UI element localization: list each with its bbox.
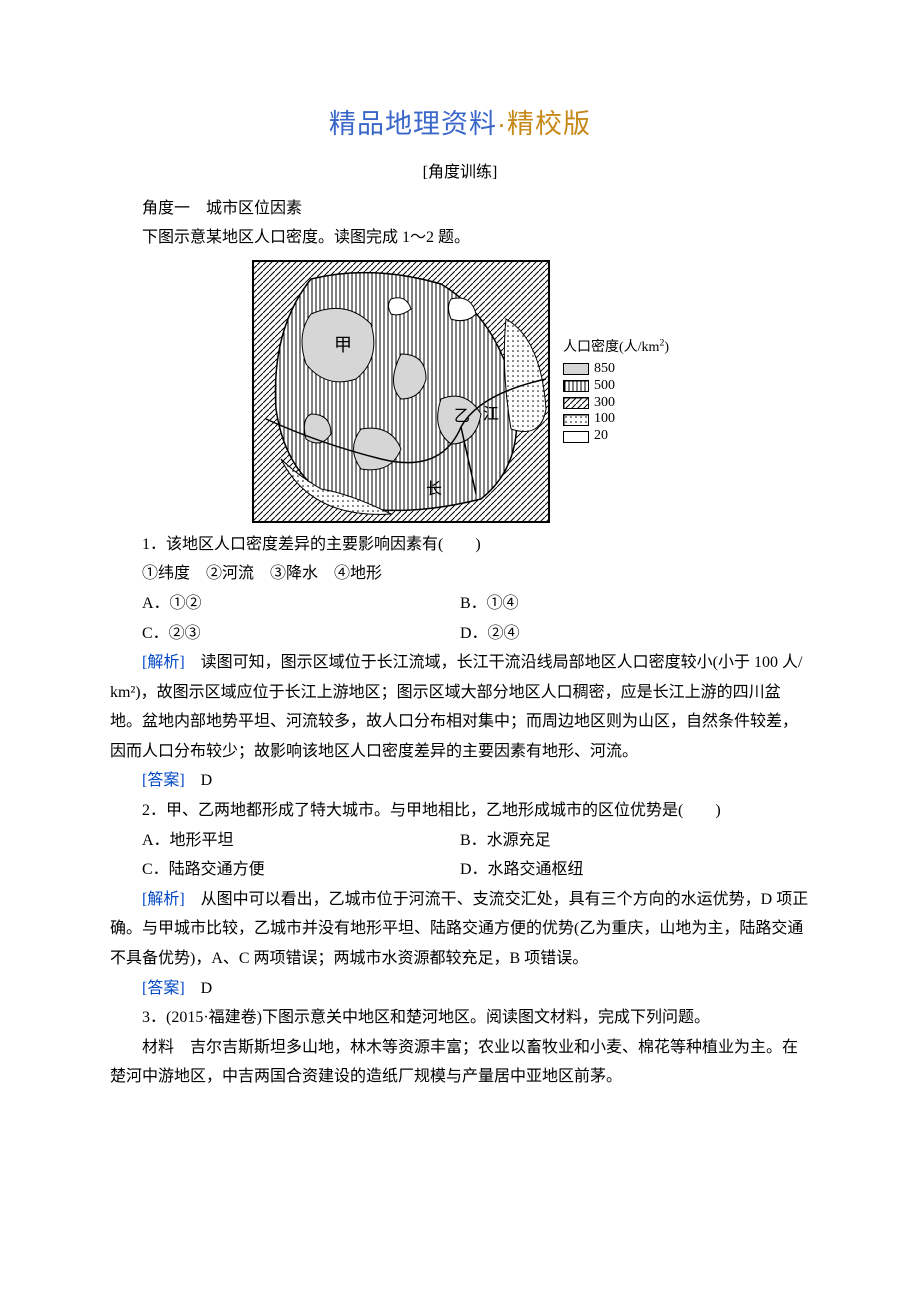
legend-swatch-icon [563,380,589,392]
legend-value: 20 [594,428,608,445]
map-label-jia: 甲 [334,335,352,355]
q1-option-row: C．②③ D．②④ [110,619,810,649]
q3-stem: 3．(2015·福建卷)下图示意关中地区和楚河地区。阅读图文材料，完成下列问题。 [110,1003,810,1033]
q2-option-d: D．水路交通枢纽 [460,855,810,885]
q1-option-c: C．②③ [110,619,460,649]
population-density-map: 甲 乙 江 长 [251,259,551,524]
q1-option-d: D．②④ [460,619,810,649]
figure: 甲 乙 江 长 人口密度(人/km2) 850 500 300 [110,259,810,524]
legend-title-text: 人口密度(人/km2) [563,340,669,355]
q2-answer: [答案] D [110,974,810,1004]
title-part-1: 精品地理资料 [329,109,497,139]
legend-swatch-icon [563,363,589,375]
q1-option-a: A．①② [110,589,460,619]
analysis-text: 读图可知，图示区域位于长江流域，长江干流沿线局部地区人口密度较小(小于 100 … [110,654,818,760]
answer-label: [答案] [142,772,185,789]
legend-item: 20 [563,428,669,445]
title-sep: · [497,109,507,139]
q2-option-row: C．陆路交通方便 D．水路交通枢纽 [110,855,810,885]
legend-swatch-icon [563,431,589,443]
q2-option-b: B．水源充足 [460,826,810,856]
q1-stem: 1．该地区人口密度差异的主要影响因素有( ) [110,530,810,560]
analysis-text: 从图中可以看出，乙城市位于河流干、支流交汇处，具有三个方向的水运优势，D 项正确… [110,891,808,967]
angle-heading: 角度一 城市区位因素 [110,194,810,224]
legend-swatch-icon [563,397,589,409]
map-legend: 人口密度(人/km2) 850 500 300 100 20 [563,338,669,445]
legend-value: 850 [594,361,615,378]
material-text: 吉尔吉斯斯坦多山地，林木等资源丰富；农业以畜牧业和小麦、棉花等种植业为主。在楚河… [110,1039,798,1086]
title-part-2: 精校版 [507,109,591,139]
q1-choices-line: ①纬度 ②河流 ③降水 ④地形 [110,559,810,589]
legend-value: 500 [594,378,615,395]
answer-text: D [185,980,213,997]
answer-text: D [185,772,213,789]
document-title: 精品地理资料·精校版 [110,100,810,150]
q2-option-a: A．地形平坦 [110,826,460,856]
analysis-label: [解析] [142,654,185,671]
legend-item: 100 [563,411,669,428]
q1-answer: [答案] D [110,766,810,796]
q1-option-b: B．①④ [460,589,810,619]
q2-stem: 2．甲、乙两地都形成了特大城市。与甲地相比，乙地形成城市的区位优势是( ) [110,796,810,826]
q1-option-row: A．①② B．①④ [110,589,810,619]
q3-material: 材料 吉尔吉斯斯坦多山地，林木等资源丰富；农业以畜牧业和小麦、棉花等种植业为主。… [110,1033,810,1092]
legend-item: 300 [563,395,669,412]
q2-option-c: C．陆路交通方便 [110,855,460,885]
map-label-yi: 乙 [454,408,470,425]
q2-analysis: [解析] 从图中可以看出，乙城市位于河流干、支流交汇处，具有三个方向的水运优势，… [110,885,810,974]
intro-text: 下图示意某地区人口密度。读图完成 1～2 题。 [110,223,810,253]
legend-value: 100 [594,411,615,428]
legend-title: 人口密度(人/km2) [563,338,669,357]
legend-swatch-icon [563,414,589,426]
material-label: 材料 [142,1039,174,1056]
legend-item: 500 [563,378,669,395]
map-label-chang: 长 [426,480,442,498]
page-container: 精品地理资料·精校版 [角度训练] 角度一 城市区位因素 下图示意某地区人口密度… [0,0,920,1302]
q1-analysis: [解析] 读图可知，图示区域位于长江流域，长江干流沿线局部地区人口密度较小(小于… [110,648,810,766]
legend-item: 850 [563,361,669,378]
answer-label: [答案] [142,980,185,997]
analysis-label: [解析] [142,891,185,908]
map-label-jiang: 江 [483,405,499,423]
legend-value: 300 [594,395,615,412]
q2-option-row: A．地形平坦 B．水源充足 [110,826,810,856]
subtitle: [角度训练] [110,158,810,188]
